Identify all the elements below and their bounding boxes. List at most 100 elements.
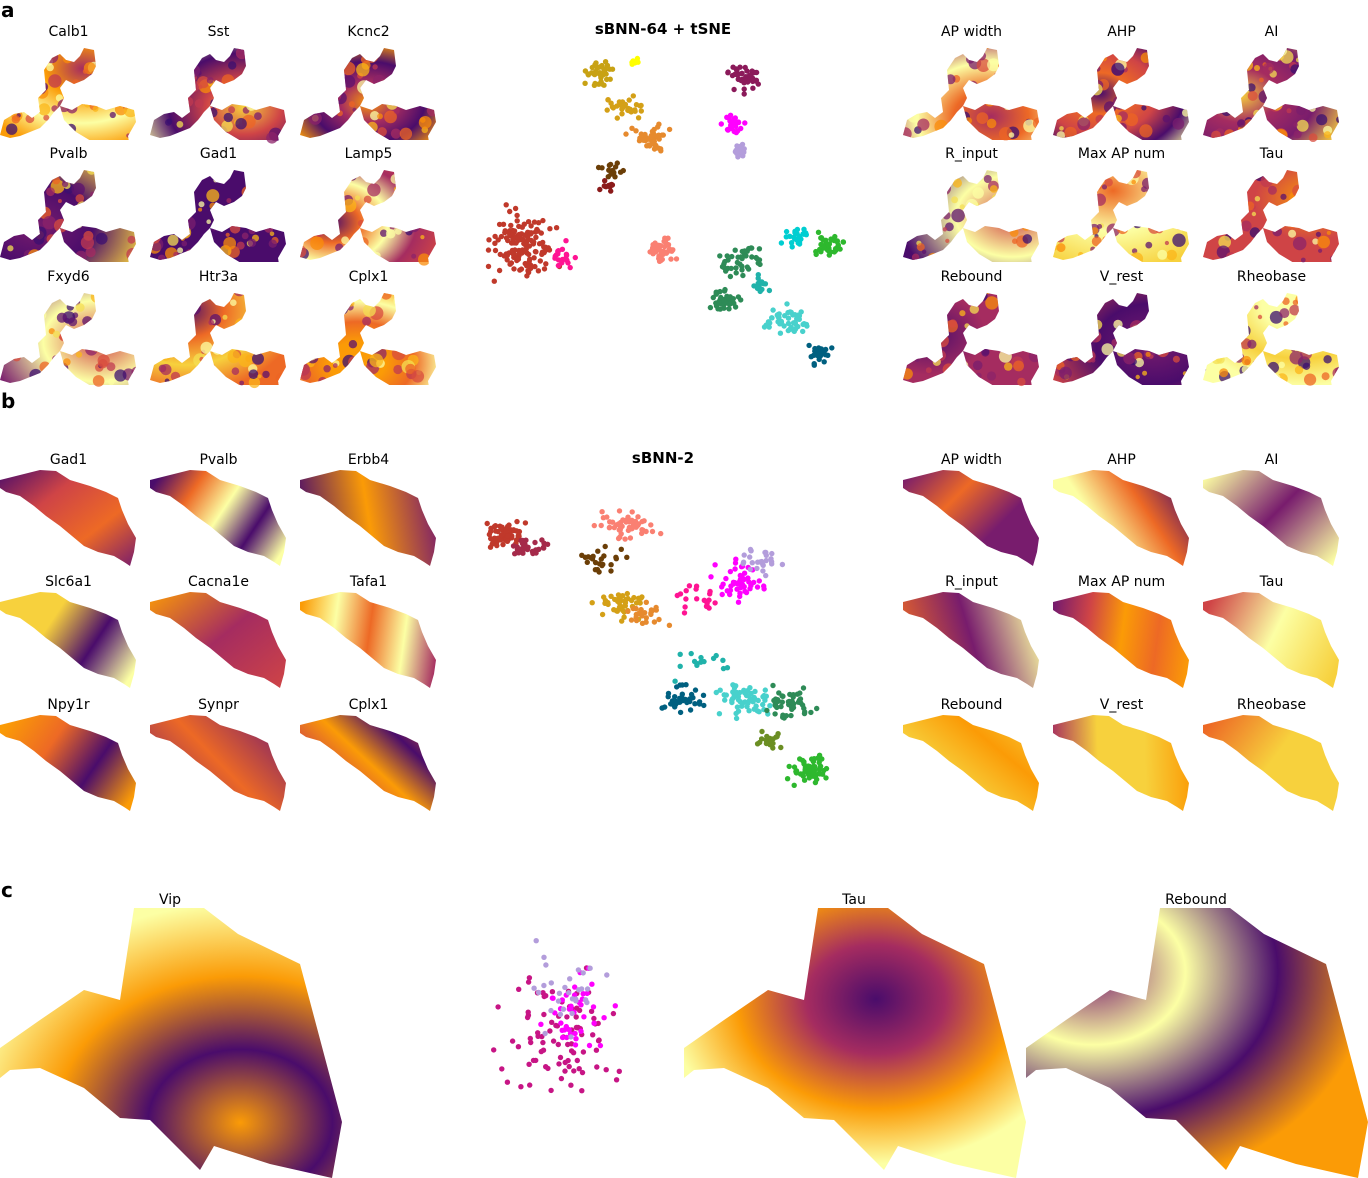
tsne-point xyxy=(775,312,781,318)
tsne-point xyxy=(753,78,759,84)
sbnn2-point xyxy=(628,617,635,623)
zoom-point xyxy=(533,938,539,944)
tsne-point xyxy=(530,239,536,245)
zoom-point xyxy=(568,1048,575,1054)
sbnn2-point xyxy=(713,652,719,659)
sbnn2-point xyxy=(688,650,694,657)
tsne-point xyxy=(650,245,656,251)
tsne-point xyxy=(673,256,680,262)
sbnn2-point xyxy=(488,528,494,535)
tsne-point xyxy=(715,289,721,296)
sbnn2-point xyxy=(633,600,640,606)
tsne-point xyxy=(728,265,734,272)
gene-map-a-cplx1: Cplx1 xyxy=(300,269,436,386)
tsne-point xyxy=(572,254,578,261)
ephys-map-a-rebound-title: Rebound xyxy=(941,269,1003,285)
tsne-point xyxy=(492,247,499,254)
tsne-point xyxy=(650,251,656,257)
sbnn2-point xyxy=(763,740,770,747)
zoom-point xyxy=(573,1036,579,1042)
gene-map-b-tafa1: Tafa1 xyxy=(300,574,436,688)
sbnn2-point xyxy=(679,691,685,697)
sbnn2-point xyxy=(639,530,645,537)
tsne-point xyxy=(511,266,517,272)
tsne-point xyxy=(829,345,835,351)
tsne-point xyxy=(522,232,528,238)
sbnn2-point xyxy=(763,572,769,579)
ephys-map-a-ai: AI xyxy=(1203,24,1339,143)
tsne-point xyxy=(792,326,799,332)
gene-map-a-fxyd6: Fxyd6 xyxy=(0,269,136,387)
sbnn2-point xyxy=(505,523,511,530)
tsne-point xyxy=(792,228,798,234)
tsne-point xyxy=(563,238,569,244)
zoom-point xyxy=(548,980,554,986)
sbnn2-point xyxy=(639,613,645,619)
tsne-point xyxy=(792,312,798,318)
sbnn2-point xyxy=(806,768,813,774)
sbnn2-point xyxy=(627,535,634,541)
sbnn2-point xyxy=(643,599,649,605)
zoom-map-rebound-title: Rebound xyxy=(1165,892,1227,908)
tsne-point xyxy=(659,250,665,256)
sbnn2-point xyxy=(747,546,754,553)
sbnn2-point xyxy=(780,693,786,699)
tsne-point xyxy=(526,243,533,249)
sbnn2-point xyxy=(635,522,641,529)
zoom-point xyxy=(568,1034,574,1040)
tsne-point xyxy=(491,278,497,284)
zoom-point xyxy=(543,962,549,968)
sbnn2-point xyxy=(707,588,713,595)
sbnn2-point xyxy=(775,698,782,704)
tsne-point xyxy=(666,126,673,133)
sbnn2-point xyxy=(672,678,678,684)
tsne-point xyxy=(732,304,739,310)
sbnn2-point xyxy=(522,543,528,549)
ephys-map-b-ai: AI xyxy=(1203,452,1339,566)
tsne-point xyxy=(507,208,513,215)
zoom-point xyxy=(518,1084,524,1090)
sbnn2-point xyxy=(801,710,808,717)
tsne-point xyxy=(835,242,841,248)
sbnn2-point xyxy=(639,518,645,525)
tsne-point xyxy=(707,304,714,311)
zoom-point xyxy=(580,1049,587,1055)
tsne-point xyxy=(531,255,537,261)
sbnn2-point xyxy=(659,705,665,711)
sbnn2-point xyxy=(719,591,725,598)
zoom-point xyxy=(569,996,576,1002)
zoom-point xyxy=(595,1038,602,1044)
tsne-point xyxy=(767,320,773,326)
tsne-point xyxy=(504,257,510,263)
ephys-map-a-r-input-title: R_input xyxy=(945,146,998,162)
sbnn2-point xyxy=(648,522,654,528)
tsne-point xyxy=(492,240,498,246)
sbnn2-point xyxy=(701,702,707,709)
zoom-point xyxy=(616,1068,622,1075)
zoom-point xyxy=(528,1039,534,1046)
tsne-point xyxy=(609,182,616,188)
zoom-point xyxy=(527,1082,533,1088)
tsne-point xyxy=(513,240,519,246)
zoom-point xyxy=(569,1010,575,1017)
tsne-point xyxy=(502,228,508,234)
tsne-point xyxy=(796,316,802,322)
ephys-map-b-ap-width-title: AP width xyxy=(941,452,1002,468)
zoom-point xyxy=(540,990,546,996)
sbnn2-point xyxy=(797,771,804,777)
zoom-point xyxy=(564,1014,570,1020)
zoom-map-vip: Vip xyxy=(0,892,342,1178)
sbnn2-point xyxy=(608,562,614,568)
zoom-point xyxy=(550,995,556,1001)
tsne-point xyxy=(512,205,519,212)
tsne-point xyxy=(800,321,806,328)
zoom-point xyxy=(491,1047,497,1053)
sbnn2-point xyxy=(769,550,775,557)
tsne-point xyxy=(608,171,614,177)
gene-map-a-sst-title: Sst xyxy=(208,24,230,40)
sbnn2-point xyxy=(773,703,779,709)
zoom-point xyxy=(547,1028,553,1034)
tsne-point xyxy=(505,237,511,244)
zoom-point xyxy=(567,976,573,982)
sbnn2-point xyxy=(622,600,629,606)
